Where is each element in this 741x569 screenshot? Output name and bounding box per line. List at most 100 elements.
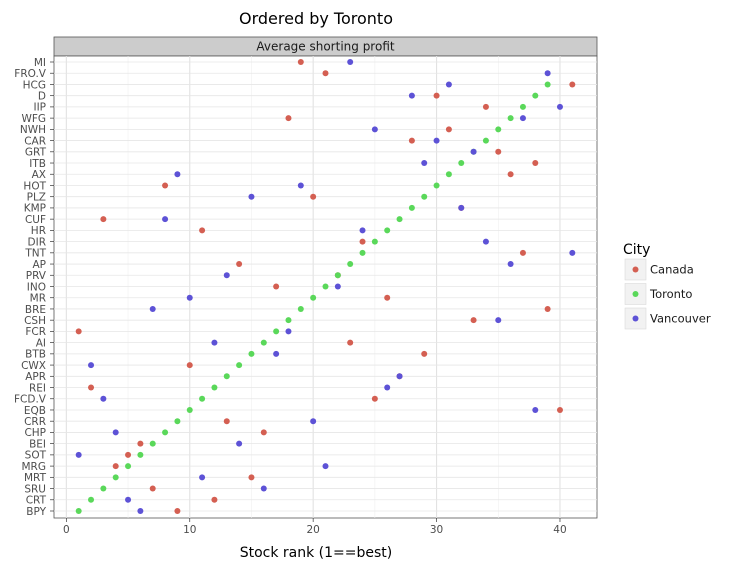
point-vancouver [470, 148, 477, 155]
y-tick-label: ITB [29, 158, 46, 170]
legend-marker-vancouver [632, 315, 639, 322]
point-vancouver [137, 508, 144, 514]
y-tick-label: SRU [24, 483, 46, 495]
point-canada [149, 485, 156, 492]
point-vancouver [507, 261, 514, 268]
point-canada [371, 395, 378, 402]
y-tick-label: FRO.V [14, 68, 47, 80]
point-vancouver [322, 463, 329, 470]
point-canada [100, 216, 107, 223]
point-toronto [445, 171, 452, 178]
y-tick-label: AI [36, 337, 46, 349]
point-vancouver [75, 451, 82, 458]
y-tick-label: FCD.V [14, 394, 47, 406]
legend-title: City [623, 242, 650, 258]
point-vancouver [556, 103, 563, 110]
point-canada [137, 440, 144, 447]
point-toronto [75, 508, 82, 514]
legend-label: Toronto [649, 287, 692, 301]
point-vancouver [544, 70, 551, 77]
point-toronto [248, 350, 255, 357]
y-tick-labels: BPYCRTSRUMRTMRGSOTBEICHPCRREQBFCD.VREIAP… [14, 57, 54, 518]
point-canada [199, 227, 206, 234]
point-toronto [174, 418, 181, 425]
point-canada [544, 305, 551, 312]
point-toronto [223, 373, 230, 380]
point-canada [273, 283, 280, 290]
point-toronto [149, 440, 156, 447]
legend-label: Vancouver [650, 312, 711, 326]
point-canada [223, 418, 230, 425]
x-tick-label: 0 [63, 524, 70, 536]
y-tick-label: HOT [23, 180, 46, 192]
x-tick-label: 20 [306, 524, 319, 536]
y-tick-label: BPY [26, 506, 46, 518]
y-tick-label: EQB [24, 405, 46, 417]
point-toronto [100, 485, 107, 492]
y-tick-label: BRE [25, 304, 46, 316]
point-toronto [162, 429, 169, 436]
y-tick-label: CSH [24, 315, 46, 327]
x-axis-label: Stock rank (1==best) [240, 545, 393, 561]
point-vancouver [371, 126, 378, 133]
y-tick-label: MR [30, 293, 46, 305]
point-canada [186, 362, 193, 369]
point-canada [347, 339, 354, 346]
point-canada [236, 261, 243, 268]
point-vancouver [248, 193, 255, 200]
point-canada [322, 70, 329, 77]
y-tick-label: TNT [24, 248, 46, 260]
point-toronto [421, 193, 428, 200]
y-tick-label: MI [34, 57, 46, 69]
y-tick-label: IIP [33, 102, 46, 114]
point-canada [569, 81, 576, 88]
point-canada [470, 317, 477, 324]
point-vancouver [433, 137, 440, 144]
point-canada [174, 508, 181, 514]
point-toronto [396, 216, 403, 223]
point-toronto [125, 463, 132, 470]
point-canada [75, 328, 82, 335]
y-tick-label: PRV [26, 270, 47, 282]
y-tick-label: KMP [24, 203, 46, 215]
point-vancouver [421, 160, 428, 167]
point-toronto [260, 339, 267, 346]
point-canada [359, 238, 366, 245]
point-vancouver [359, 227, 366, 234]
data-points [75, 59, 576, 514]
point-vancouver [347, 59, 354, 65]
point-canada [112, 463, 119, 470]
point-canada [384, 294, 391, 301]
legend-marker-canada [632, 266, 639, 273]
legend-label: Canada [650, 263, 694, 277]
point-canada [310, 193, 317, 200]
point-vancouver [569, 249, 576, 256]
y-tick-label: INO [27, 281, 46, 293]
y-tick-label: NWH [20, 124, 46, 136]
point-vancouver [495, 317, 502, 324]
point-toronto [371, 238, 378, 245]
point-vancouver [88, 362, 95, 369]
point-toronto [532, 92, 539, 99]
point-vancouver [223, 272, 230, 279]
point-toronto [482, 137, 489, 144]
point-toronto [507, 115, 514, 122]
point-toronto [285, 317, 292, 324]
point-toronto [334, 272, 341, 279]
point-vancouver [125, 496, 132, 503]
point-vancouver [186, 294, 193, 301]
point-vancouver [100, 395, 107, 402]
point-vancouver [532, 406, 539, 413]
x-tick-labels: 0 10 20 30 40 [63, 518, 567, 536]
point-canada [211, 496, 218, 503]
point-toronto [544, 81, 551, 88]
y-tick-label: BTB [25, 349, 46, 361]
point-canada [297, 59, 304, 65]
point-canada [556, 406, 563, 413]
point-canada [532, 160, 539, 167]
point-toronto [458, 160, 465, 167]
point-vancouver [273, 350, 280, 357]
point-canada [285, 115, 292, 122]
point-toronto [211, 384, 218, 391]
